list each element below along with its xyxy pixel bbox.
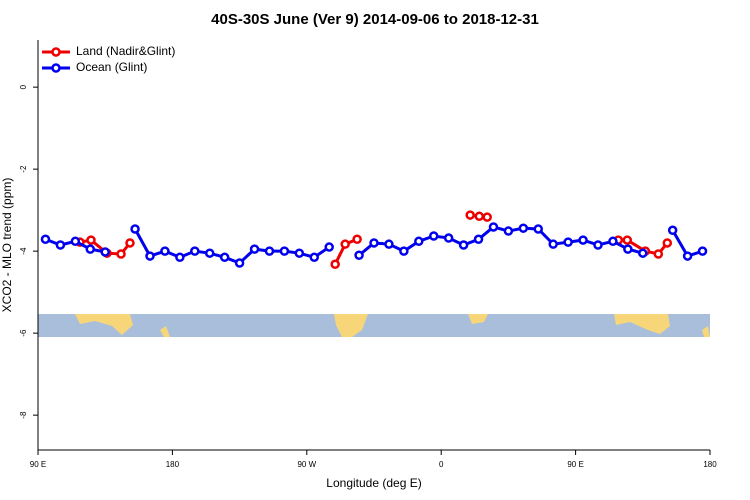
data-point [443, 233, 454, 243]
data-point [399, 246, 409, 256]
data-point [100, 247, 110, 257]
data-point [85, 244, 96, 254]
data-point [70, 236, 81, 247]
data-point [175, 252, 185, 263]
data-point [474, 211, 485, 222]
data-point [116, 249, 126, 259]
data-point [667, 225, 678, 235]
data-point [204, 248, 215, 258]
data-point [40, 234, 51, 245]
y-tick-label: 0 [19, 84, 28, 89]
data-point [294, 248, 305, 258]
data-point [324, 242, 334, 252]
series-line [133, 228, 331, 265]
x-tick-label: 180 [703, 460, 717, 469]
data-point [662, 238, 673, 248]
data-point [578, 235, 588, 245]
data-point [309, 252, 320, 263]
x-tick-label: 90 W [297, 460, 316, 469]
data-point [682, 251, 693, 261]
data-point [249, 244, 260, 254]
y-axis-label: XCO2 - MLO trend (ppm) [0, 178, 14, 313]
data-point [563, 237, 573, 247]
data-point [465, 210, 475, 220]
data-point [488, 222, 499, 232]
legend-label: Land (Nadir&Glint) [76, 44, 175, 58]
data-point [279, 246, 290, 256]
data-point [330, 259, 340, 270]
data-point [548, 239, 558, 249]
y-tick-label: -6 [19, 329, 28, 337]
legend-label: Ocean (Glint) [76, 60, 147, 74]
data-point [428, 231, 439, 241]
x-axis-label: Longitude (deg E) [326, 476, 421, 490]
data-point [55, 240, 66, 250]
y-tick-label: -4 [19, 247, 28, 255]
data-point [608, 236, 618, 247]
map-band [38, 314, 710, 337]
data-point [503, 226, 514, 236]
x-tick-label: 90 E [30, 460, 46, 469]
data-point [482, 212, 492, 222]
data-point [264, 246, 275, 256]
data-point [638, 248, 648, 258]
data-point [653, 249, 664, 259]
y-tick-label: -8 [19, 411, 28, 419]
x-tick-label: 90 E [567, 460, 583, 469]
data-point [160, 246, 170, 256]
data-point [219, 252, 230, 263]
data-point [125, 238, 135, 248]
x-tick-label: 180 [166, 460, 180, 469]
data-point [340, 239, 350, 249]
data-point [145, 251, 155, 261]
legend-marker [51, 63, 61, 73]
data-point [384, 239, 394, 249]
data-point [518, 223, 529, 233]
data-point [369, 238, 379, 248]
data-point [622, 235, 633, 245]
y-tick-label: -2 [19, 165, 28, 173]
data-point [86, 235, 96, 245]
data-point [697, 246, 708, 256]
x-tick-label: 0 [439, 460, 444, 469]
data-point [473, 234, 484, 245]
data-point [458, 240, 469, 250]
data-point [190, 246, 200, 256]
data-point [414, 236, 424, 247]
data-point [352, 234, 362, 245]
legend-marker [51, 47, 61, 57]
chart-title: 40S-30S June (Ver 9) 2014-09-06 to 2018-… [211, 11, 539, 28]
data-point [354, 250, 364, 260]
data-point [533, 224, 544, 234]
data-point [623, 244, 633, 254]
data-point [234, 258, 245, 268]
data-point [130, 224, 140, 234]
data-point [593, 240, 603, 250]
